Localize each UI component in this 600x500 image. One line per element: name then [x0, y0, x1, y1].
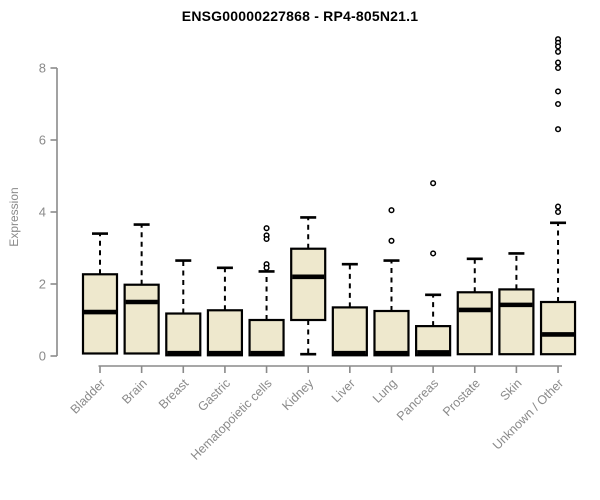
- outlier-unknown-other-9: [554, 203, 562, 210]
- box-skin: [498, 288, 535, 356]
- outlier-unknown-other-3: [554, 48, 562, 55]
- x-tick-label-unknown-other: Unknown / Other: [490, 376, 566, 452]
- x-tick-label-liver: Liver: [329, 376, 358, 405]
- box-unknown-other: [539, 300, 577, 356]
- y-tick-label-4: 4: [39, 205, 46, 220]
- y-tick-label-6: 6: [39, 133, 46, 148]
- outlier-pancreas-0: [430, 180, 437, 187]
- chart-title: ENSG00000227868 - RP4-805N21.1: [181, 8, 419, 24]
- x-tick-label-bladder: Bladder: [68, 376, 108, 416]
- outlier-unknown-other-4: [554, 59, 562, 66]
- x-tick-label-prostate: Prostate: [440, 376, 483, 419]
- outlier-hematopoietic-cells-2: [263, 235, 270, 243]
- box-lung: [373, 309, 410, 357]
- x-tick-label-gastric: Gastric: [195, 376, 233, 414]
- outlier-unknown-other-5: [554, 64, 562, 72]
- outlier-hematopoietic-cells-4: [263, 264, 270, 271]
- box-prostate: [456, 291, 493, 356]
- x-tick-label-lung: Lung: [370, 376, 400, 406]
- x-tick-label-skin: Skin: [497, 376, 524, 403]
- x-tick-label-brain: Brain: [119, 376, 150, 407]
- box-breast: [165, 312, 202, 357]
- outlier-unknown-other-10: [554, 208, 562, 216]
- box-hematopoietic-cells: [248, 318, 285, 357]
- x-tick-label-kidney: Kidney: [279, 376, 316, 413]
- y-tick-label-0: 0: [39, 349, 46, 364]
- x-tick-label-breast: Breast: [156, 376, 192, 412]
- x-tick-label-hematopoietic-cells: Hematopoietic cells: [188, 376, 275, 463]
- outlier-unknown-other-7: [554, 100, 562, 108]
- outlier-hematopoietic-cells-0: [263, 225, 270, 232]
- outlier-pancreas-1: [430, 250, 437, 257]
- x-tick-label-pancreas: Pancreas: [394, 376, 441, 423]
- outlier-unknown-other-8: [554, 126, 562, 133]
- y-tick-label-2: 2: [39, 277, 46, 292]
- box-liver: [331, 306, 368, 357]
- box-brain: [123, 283, 160, 355]
- outlier-unknown-other-2: [554, 43, 562, 50]
- outlier-unknown-other-6: [554, 88, 562, 95]
- y-tick-label-8: 8: [39, 61, 46, 76]
- outlier-lung-1: [388, 237, 395, 244]
- outlier-lung-0: [388, 207, 395, 214]
- box-gastric: [206, 309, 244, 357]
- box-kidney: [290, 247, 327, 322]
